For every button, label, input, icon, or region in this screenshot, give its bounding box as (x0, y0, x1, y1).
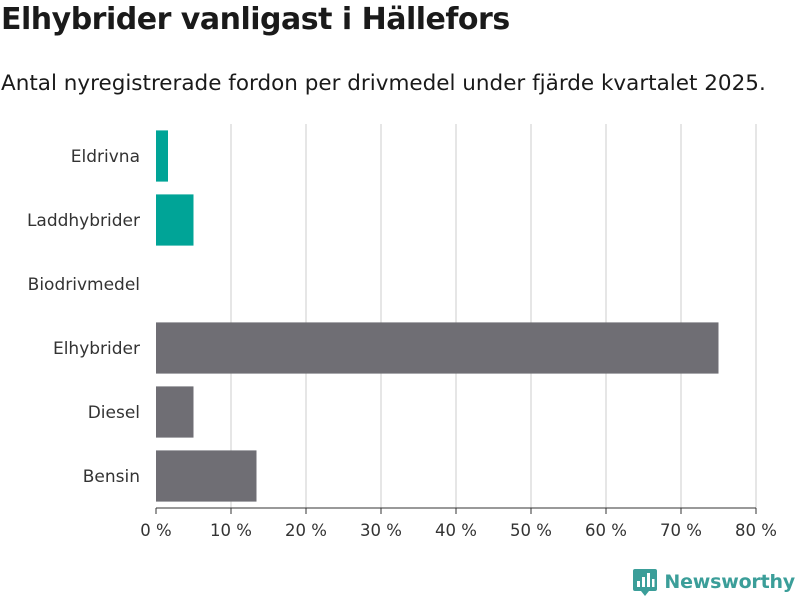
x-tick-label: 60 % (585, 521, 627, 540)
x-tick-label: 40 % (435, 521, 477, 540)
category-label: Eldrivna (71, 147, 140, 167)
x-tick-label: 30 % (360, 521, 402, 540)
bar-eldrivna (156, 130, 168, 182)
category-label: Biodrivmedel (28, 275, 140, 295)
category-label: Bensin (83, 467, 140, 487)
bar-elhybrider (156, 322, 719, 374)
category-label: Elhybrider (53, 339, 140, 359)
x-axis: 0 % 10 % 20 % 30 % 40 % 50 % 60 % 70 % 80 % (140, 507, 777, 540)
category-label: Laddhybrider (27, 211, 140, 231)
brand-name: Newsworthy (664, 571, 795, 593)
brand-logo: Newsworthy (632, 567, 795, 597)
bar-bensin (156, 450, 257, 502)
newsworthy-logo-icon (633, 569, 658, 596)
category-labels: Eldrivna Laddhybrider Biodrivmedel Elhybrid… (27, 147, 140, 487)
x-tick-label: 0 % (140, 521, 171, 540)
bar-laddhybrider (156, 194, 194, 246)
chart-subtitle: Antal nyregistrerade fordon per drivmede… (1, 71, 766, 96)
category-label: Diesel (88, 403, 140, 423)
gridlines (230, 124, 757, 508)
x-tick-label: 80 % (735, 521, 777, 540)
x-tick-label: 50 % (510, 521, 552, 540)
x-tick-label: 70 % (660, 521, 702, 540)
bar-diesel (156, 386, 194, 438)
x-tick-label: 20 % (285, 521, 327, 540)
x-tick-label: 10 % (210, 521, 252, 540)
bars (156, 130, 719, 502)
chart-title: Elhybrider vanligast i Hällefors (1, 2, 510, 37)
